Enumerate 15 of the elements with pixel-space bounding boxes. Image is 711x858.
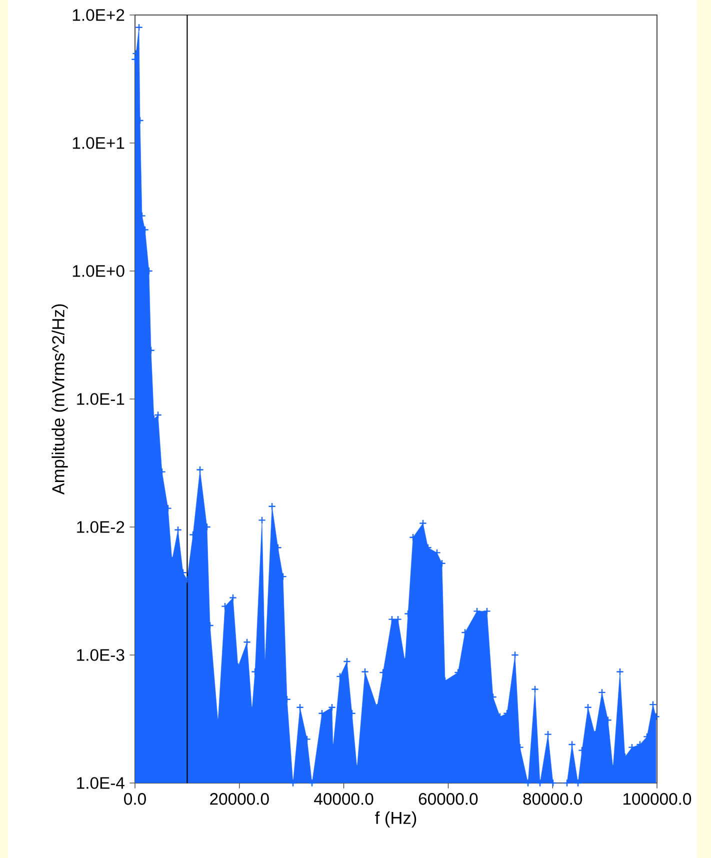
x-tick-label: 60000.0: [418, 793, 478, 805]
y-axis-title: Amplitude (mVrms^2/Hz): [52, 304, 68, 495]
x-tick-label: 40000.0: [314, 793, 374, 805]
x-tick-label: 100000.0: [624, 793, 692, 805]
x-tick-label: 20000.0: [210, 793, 269, 805]
y-tick-label: 1.0E+1: [72, 137, 124, 149]
x-axis-title: f (Hz): [375, 811, 416, 828]
y-tick-label: 1.0E+2: [72, 9, 124, 21]
x-tick-label: 80000.0: [523, 793, 582, 805]
y-tick-label: 1.0E+0: [72, 265, 124, 277]
x-tick-label: 0.0: [124, 793, 146, 805]
y-tick-label: 1.0E-1: [77, 393, 124, 405]
y-tick-label: 1.0E-3: [77, 649, 124, 661]
y-tick-label: 1.0E-4: [77, 777, 124, 789]
y-tick-label: 1.0E-2: [77, 521, 124, 533]
